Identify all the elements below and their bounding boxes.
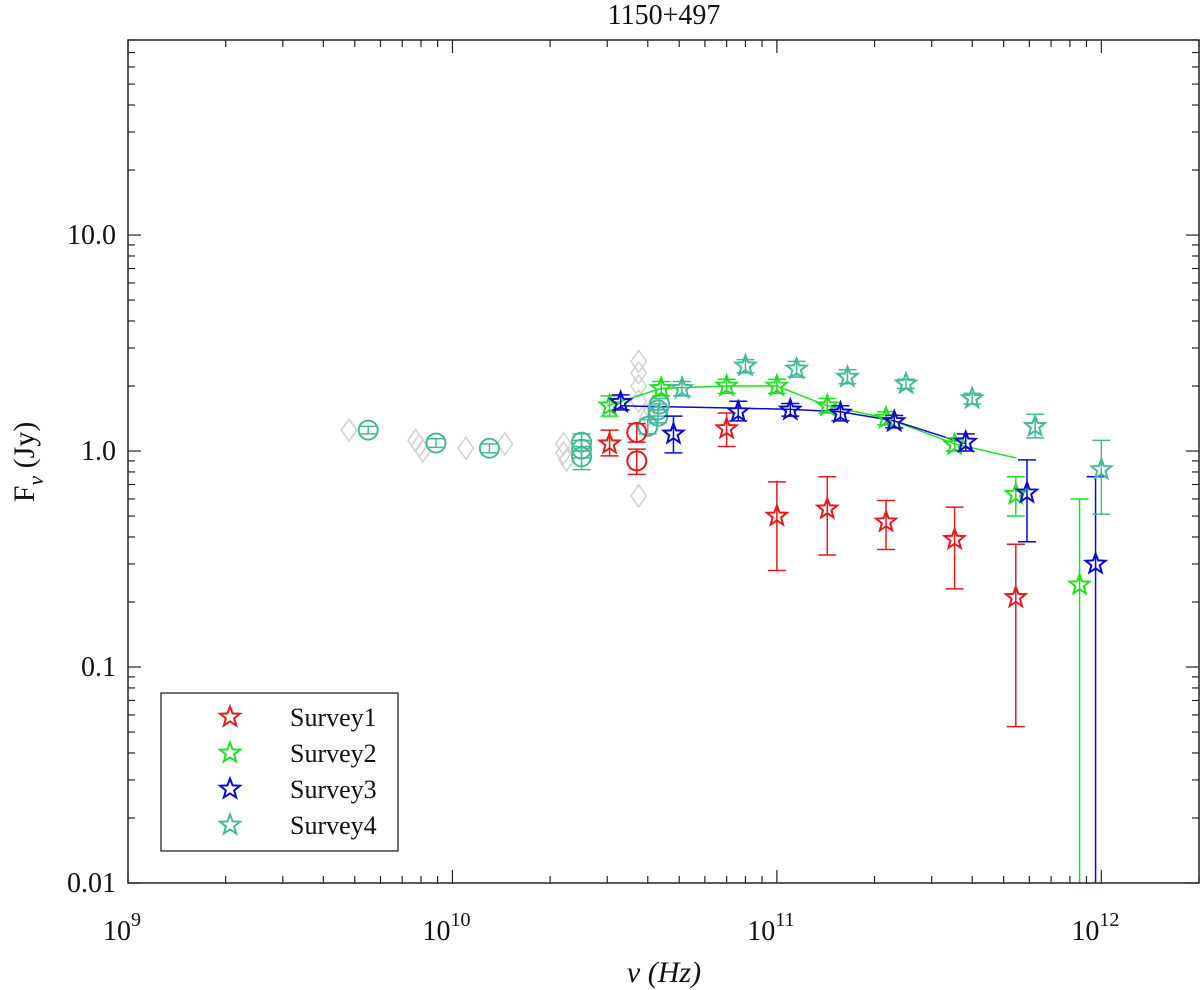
x-tick-label-base-3: 10 xyxy=(1071,916,1099,947)
survey4-point-0 xyxy=(669,375,695,400)
survey2-point-4 xyxy=(814,392,840,417)
archival-diamond-point-17 xyxy=(496,431,514,457)
survey1-point-0 xyxy=(596,430,623,455)
survey3-point-7 xyxy=(1014,479,1040,504)
legend: Survey1 Survey2 Survey3 Survey4 xyxy=(160,692,399,852)
x-tick-label-1: 1010 xyxy=(422,909,470,947)
survey4-point-6 xyxy=(1022,413,1048,438)
x-tick-label-base-2: 10 xyxy=(747,916,775,947)
series-survey4 xyxy=(669,352,1115,515)
x-tick-label-3: 1012 xyxy=(1071,909,1119,947)
legend-marker-survey3 xyxy=(217,775,243,800)
survey4-point-5 xyxy=(959,385,985,410)
legend-label-survey4: Survey4 xyxy=(290,811,377,840)
x-tick-label-0: 109 xyxy=(103,909,141,947)
fit-line-survey2 xyxy=(607,385,1016,459)
series-survey3 xyxy=(607,389,1109,883)
survey1-errorbar-5 xyxy=(945,506,964,590)
legend-label-survey2: Survey2 xyxy=(290,739,377,768)
archival-diamond-point-12 xyxy=(340,417,358,443)
survey2-point-1 xyxy=(648,375,674,400)
archival-diamond-point-22 xyxy=(630,360,648,386)
y-axis-label-subscript: ν xyxy=(23,476,48,486)
x-tick-label-exp-0: 9 xyxy=(131,909,141,931)
archival-diamond-point-19 xyxy=(554,440,573,466)
legend-marker-survey4 xyxy=(217,811,243,836)
survey1-errorbar-2 xyxy=(767,481,786,572)
circle-points xyxy=(357,393,671,476)
y-tick-label-0: 0.01 xyxy=(67,868,116,899)
survey3-point-0 xyxy=(607,389,634,414)
survey1-point-3 xyxy=(814,495,840,520)
survey3-point-3 xyxy=(777,396,804,421)
circle-point-11 xyxy=(626,421,648,443)
y-axis-label-unit: (Jy) xyxy=(8,422,41,476)
archival-diamond-point-18 xyxy=(554,431,573,457)
legend-label-survey3: Survey3 xyxy=(290,775,377,804)
survey3-point-2 xyxy=(725,398,751,423)
circle-errorbar-0 xyxy=(359,425,378,435)
circle-point-1 xyxy=(425,432,447,454)
y-tick-label-3: 10.0 xyxy=(67,220,116,251)
survey2-errorbar-8 xyxy=(1070,498,1089,883)
survey4-point-7 xyxy=(1088,456,1115,481)
series-survey1 xyxy=(596,412,1029,728)
archival-diamond-point-21 xyxy=(630,349,648,374)
survey4-point-3 xyxy=(834,363,861,388)
legend-marker-survey2 xyxy=(217,739,243,764)
survey2-point-3 xyxy=(764,372,790,397)
series-survey2 xyxy=(596,372,1093,883)
survey3-point-5 xyxy=(881,408,907,433)
legend-marker-survey1 xyxy=(217,703,243,728)
y-axis-label: Fν (Jy) xyxy=(8,422,48,503)
survey3-point-1 xyxy=(660,420,687,445)
survey1-point-5 xyxy=(941,526,968,551)
x-tick-label-base-0: 10 xyxy=(103,916,131,947)
survey1-point-1 xyxy=(713,415,740,440)
survey4-point-1 xyxy=(732,352,759,377)
survey2-point-7 xyxy=(1003,481,1029,506)
circle-point-10 xyxy=(626,450,648,472)
x-axis-label: ν (Hz) xyxy=(627,956,701,989)
fit-line-survey3 xyxy=(620,405,966,445)
y-tick-label-1: 0.1 xyxy=(81,652,116,683)
legend-label-survey1: Survey1 xyxy=(290,703,377,732)
archival-diamond-point-23 xyxy=(630,373,648,399)
chart-title: 1150+497 xyxy=(608,0,721,31)
x-tick-label-exp-3: 12 xyxy=(1099,909,1119,931)
survey1-point-6 xyxy=(1003,584,1029,609)
survey3-errorbar-7 xyxy=(1017,459,1036,543)
survey1-point-4 xyxy=(873,508,899,533)
circle-errorbar-2 xyxy=(480,443,499,454)
x-tick-label-exp-1: 10 xyxy=(450,909,470,931)
survey3-point-4 xyxy=(827,399,854,424)
circle-errorbar-1 xyxy=(427,437,446,449)
survey4-point-2 xyxy=(783,355,810,380)
survey2-point-2 xyxy=(713,372,740,397)
survey3-point-8 xyxy=(1082,550,1109,575)
survey1-point-2 xyxy=(764,502,790,527)
plot-area xyxy=(340,349,1115,883)
survey1-errorbar-6 xyxy=(1006,543,1025,728)
survey2-point-0 xyxy=(596,392,623,417)
survey4-point-4 xyxy=(893,370,919,395)
y-tick-label-2: 1.0 xyxy=(81,436,116,467)
survey2-point-6 xyxy=(941,431,968,456)
x-tick-label-base-1: 10 xyxy=(422,916,450,947)
survey2-point-8 xyxy=(1066,571,1093,596)
x-tick-label-2: 1011 xyxy=(747,909,794,947)
y-axis-label-main: F xyxy=(8,486,41,503)
archival-diamond-point-16 xyxy=(457,435,475,461)
survey3-point-6 xyxy=(953,428,979,453)
circle-point-2 xyxy=(478,437,500,459)
survey4-errorbar-7 xyxy=(1092,439,1111,515)
survey1-errorbar-3 xyxy=(818,476,837,556)
x-tick-label-exp-2: 11 xyxy=(775,909,794,931)
circle-point-0 xyxy=(357,419,379,441)
circle-point-5 xyxy=(571,446,593,468)
archival-diamond-point-25 xyxy=(630,483,648,509)
legend-box xyxy=(160,692,399,852)
